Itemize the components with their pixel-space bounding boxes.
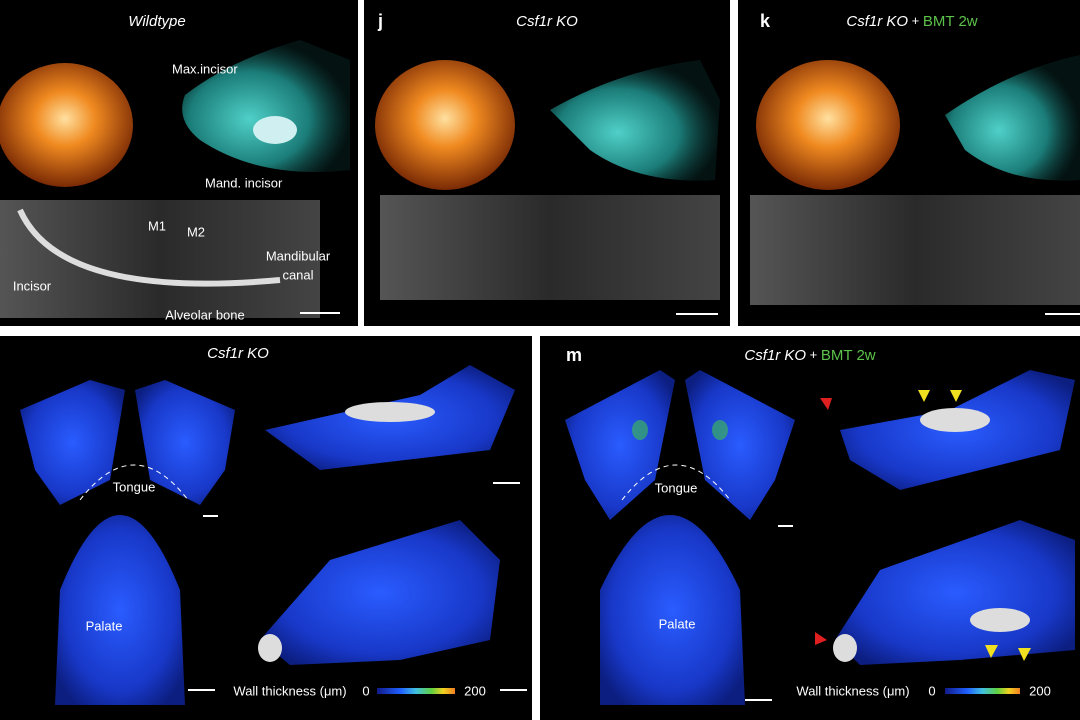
thick-region <box>712 420 728 440</box>
label: M2 <box>187 224 205 239</box>
title-main: Csf1r KO <box>744 347 806 364</box>
colorbar-label: Wall thickness (μm) <box>233 683 346 698</box>
mandible-render <box>685 370 795 520</box>
colorbar-max: 200 <box>1029 683 1051 698</box>
panel-title: Csf1r KO <box>207 345 269 362</box>
tongue-outline <box>621 464 731 501</box>
colorbar-min: 0 <box>362 683 369 698</box>
panel-l: Csf1r KO Tongue Palate Wall thickness (μ… <box>0 336 532 720</box>
label: M1 <box>148 218 166 233</box>
ct-slice <box>750 195 1080 305</box>
title-extra: BMT 2w <box>821 347 876 364</box>
yellow-arrowhead <box>1018 648 1031 661</box>
colorbar <box>377 688 455 694</box>
panel-k: k Csf1r KO + BMT 2w <box>738 0 1080 326</box>
panel-title: Csf1r KO + BMT 2w <box>846 13 977 30</box>
jaw-render <box>945 55 1080 181</box>
palate-render <box>600 515 745 705</box>
incisor <box>17 208 281 287</box>
label: canal <box>282 267 313 282</box>
panel-title: Csf1r KO <box>516 13 578 30</box>
jaw-render <box>550 60 720 181</box>
skull-render <box>0 63 133 187</box>
thick-region <box>632 420 648 440</box>
yellow-arrowhead <box>918 390 930 402</box>
molars <box>253 116 297 144</box>
title-plus: + <box>912 13 920 28</box>
label: Alveolar bone <box>165 307 245 322</box>
title-plus: + <box>810 347 818 362</box>
incisor <box>833 634 857 662</box>
skull-render <box>756 60 900 190</box>
panel-letter: m <box>566 345 582 365</box>
jaw-render <box>260 520 500 665</box>
label: Palate <box>86 618 123 633</box>
label: Palate <box>659 616 696 631</box>
yellow-arrowhead <box>950 390 962 402</box>
red-arrowhead <box>820 398 832 410</box>
colorbar-max: 200 <box>464 683 486 698</box>
tongue-outline <box>79 464 189 501</box>
mandible-render <box>135 380 235 505</box>
incisor <box>258 634 282 662</box>
skull-render <box>375 60 515 190</box>
yellow-arrowhead <box>985 645 998 658</box>
title-main: Csf1r KO <box>846 13 908 30</box>
mandible-render <box>565 370 675 520</box>
colorbar-min: 0 <box>928 683 935 698</box>
molars <box>970 608 1030 632</box>
panel-j: j Csf1r KO <box>364 0 730 326</box>
label: Mand. incisor <box>205 175 283 190</box>
ct-slice <box>380 195 720 300</box>
label: Incisor <box>13 278 52 293</box>
jaw-render <box>182 40 350 172</box>
label: Tongue <box>655 480 698 495</box>
panel-letter: j <box>377 11 383 31</box>
panel-wildtype: Wildtype Max.incisor Mand. incisor M1 M2… <box>0 0 358 326</box>
molars <box>345 402 435 422</box>
panel-title: Csf1r KO + BMT 2w <box>744 347 875 364</box>
ct-slice <box>0 200 320 318</box>
colorbar-label: Wall thickness (μm) <box>796 683 909 698</box>
panel-m: m Csf1r KO + BMT 2w Tongue Palate Wall t… <box>540 336 1080 720</box>
label: Mandibular <box>266 248 331 263</box>
title-extra: BMT 2w <box>923 13 978 30</box>
red-arrowhead <box>815 632 827 645</box>
mandible-render <box>20 380 125 505</box>
panel-title: Wildtype <box>128 13 185 30</box>
label: Max.incisor <box>172 61 238 76</box>
colorbar <box>945 688 1020 694</box>
molars <box>920 408 990 432</box>
palate-render <box>55 515 185 705</box>
label: Tongue <box>113 479 156 494</box>
panel-letter: k <box>760 11 771 31</box>
